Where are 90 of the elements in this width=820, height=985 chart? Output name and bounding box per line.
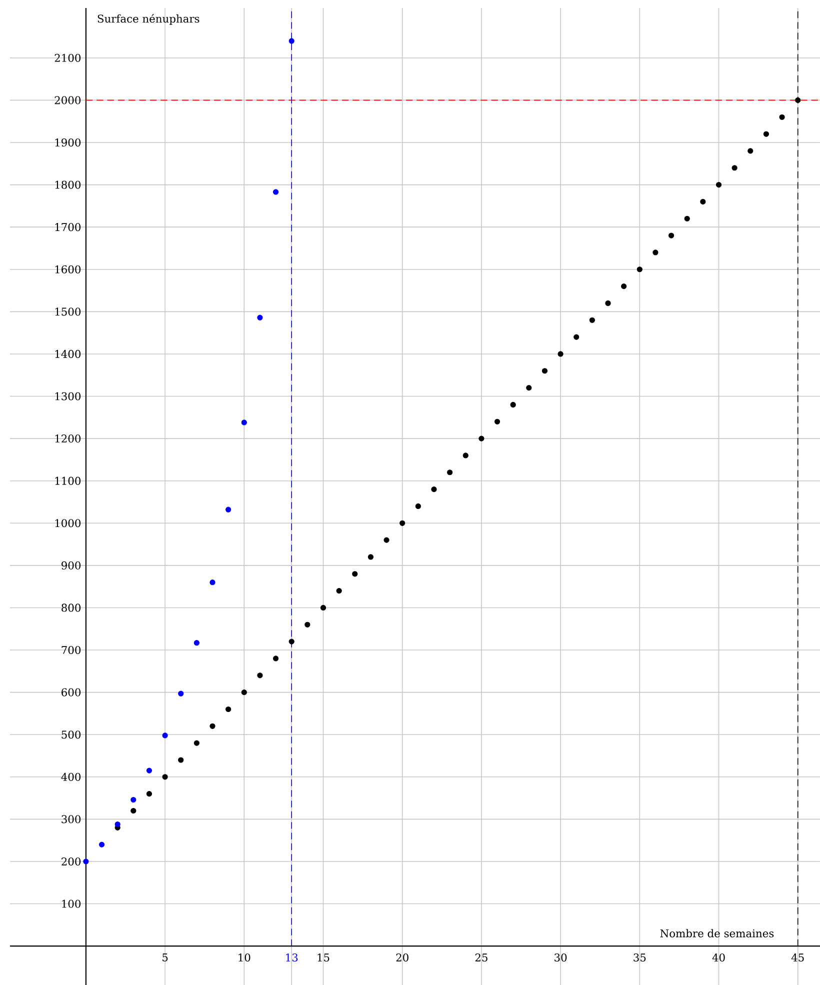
- x-tick-label: 30: [554, 953, 567, 962]
- point: [400, 520, 406, 526]
- point: [494, 418, 500, 424]
- point: [384, 537, 390, 543]
- point: [542, 368, 548, 374]
- point: [178, 690, 184, 696]
- point: [336, 588, 342, 594]
- point: [272, 189, 279, 195]
- point: [146, 791, 152, 797]
- point: [431, 486, 437, 492]
- point: [304, 622, 310, 628]
- point: [558, 351, 564, 357]
- point: [194, 640, 200, 646]
- point: [700, 198, 706, 205]
- y-tick-label: 1800: [55, 180, 81, 189]
- y-axis-title: Surface nénuphars: [98, 14, 200, 25]
- point: [684, 216, 690, 222]
- y-tick-label: 1200: [55, 434, 81, 443]
- point: [210, 580, 216, 586]
- y-tick-label: 900: [62, 561, 81, 570]
- y-tick-label: 1600: [55, 265, 81, 274]
- point: [621, 283, 627, 290]
- point: [368, 554, 374, 560]
- point: [162, 774, 168, 780]
- y-tick-label: 300: [62, 815, 81, 824]
- point: [652, 250, 658, 256]
- point: [526, 384, 532, 391]
- y-tick-label: 700: [62, 646, 81, 654]
- point: [716, 182, 722, 188]
- y-tick-label: 1500: [55, 308, 81, 316]
- point: [130, 796, 136, 803]
- x-tick-label: 10: [238, 953, 250, 962]
- point: [478, 436, 484, 442]
- point: [210, 723, 216, 729]
- y-tick-label: 1100: [55, 476, 81, 485]
- point: [241, 420, 247, 426]
- y-tick-label: 400: [61, 772, 81, 781]
- point: [241, 690, 247, 696]
- point: [194, 740, 200, 746]
- x-tick-label: 25: [475, 953, 488, 962]
- x-tick-label: 20: [396, 953, 408, 962]
- point: [146, 768, 152, 774]
- x-tick-label: 5: [162, 953, 168, 962]
- point: [162, 732, 168, 738]
- x-tick-label: 15: [318, 953, 330, 962]
- y-tick-label: 1700: [55, 223, 81, 232]
- point: [748, 148, 754, 154]
- point: [257, 672, 263, 678]
- point: [320, 604, 326, 611]
- point: [98, 842, 105, 848]
- point: [352, 571, 358, 577]
- point: [574, 334, 580, 340]
- y-tick-label: 1900: [55, 138, 81, 147]
- y-tick-label: 2100: [54, 54, 81, 62]
- point: [668, 232, 674, 238]
- y-tick-label: 800: [62, 604, 81, 612]
- y-tick-label: 1000: [55, 519, 81, 528]
- point: [130, 808, 136, 814]
- point: [763, 131, 770, 137]
- point: [589, 317, 595, 323]
- x-tick-label: 13: [286, 953, 298, 962]
- y-tick-label: 100: [62, 900, 81, 908]
- y-tick-label: 2000: [54, 96, 81, 104]
- point: [447, 470, 453, 476]
- point: [288, 638, 294, 644]
- y-tick-label: 200: [62, 857, 81, 866]
- point: [462, 452, 468, 458]
- y-tick-label: 500: [62, 730, 81, 739]
- point: [114, 821, 120, 828]
- point: [257, 314, 263, 320]
- point: [226, 506, 232, 512]
- x-axis-title: Nombre de semaines: [660, 929, 774, 938]
- point: [795, 97, 801, 104]
- point: [605, 300, 611, 306]
- point: [178, 757, 184, 763]
- point: [415, 503, 421, 510]
- point: [272, 656, 279, 662]
- y-tick-label: 1300: [55, 392, 81, 400]
- point: [226, 706, 232, 712]
- x-tick-label: 45: [791, 953, 804, 962]
- point: [83, 858, 89, 864]
- x-tick-label: 40: [712, 953, 725, 962]
- point: [636, 266, 642, 272]
- x-tick-label: 35: [634, 953, 646, 962]
- y-tick-label: 600: [62, 688, 81, 696]
- point: [732, 165, 738, 171]
- y-tick-label: 1400: [55, 350, 81, 358]
- point: [779, 114, 785, 120]
- point: [288, 38, 294, 44]
- point: [510, 402, 516, 408]
